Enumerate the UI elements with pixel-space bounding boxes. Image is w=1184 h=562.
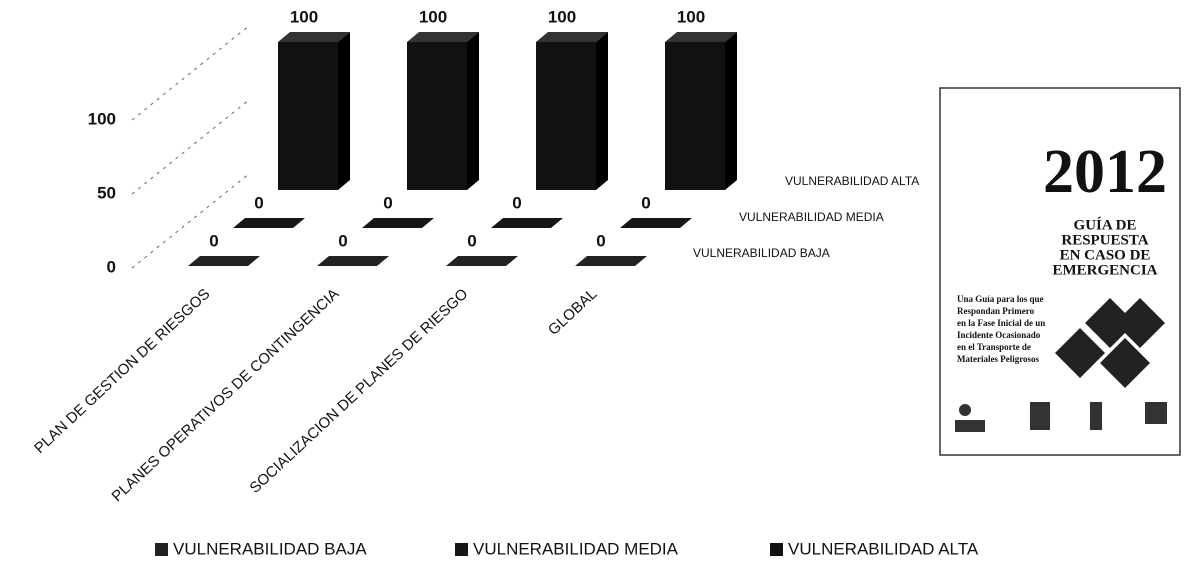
depth-label: VULNERABILIDAD MEDIA [739, 210, 884, 224]
bar-slab [575, 256, 647, 266]
bar [665, 32, 737, 190]
legend-label: VULNERABILIDAD MEDIA [473, 539, 679, 558]
value-label: 100 [419, 7, 447, 26]
chart: 2012 GUÍA DERESPUESTAEN CASO DEEMERGENCI… [0, 0, 1184, 562]
grid-line [132, 173, 250, 268]
bar-top [407, 32, 479, 42]
value-label: 0 [338, 231, 347, 250]
bar-front [278, 42, 338, 190]
y-tick-label: 50 [97, 183, 116, 202]
bar [536, 32, 608, 190]
cover-title-line: GUÍA DE [1074, 216, 1137, 233]
value-label: 0 [641, 193, 650, 212]
bar-side [467, 32, 479, 190]
bar-slab [620, 218, 692, 228]
x-tick-label: GLOBAL [545, 285, 600, 338]
cover-title-line: RESPUESTA [1061, 232, 1148, 248]
bar-slab [188, 256, 260, 266]
bar-slab [491, 218, 563, 228]
bar [278, 32, 350, 190]
bar-slab [362, 218, 434, 228]
depth-label: VULNERABILIDAD ALTA [785, 174, 919, 188]
bar-side [596, 32, 608, 190]
bar-top [536, 32, 608, 42]
bar [491, 218, 563, 228]
legend-label: VULNERABILIDAD ALTA [788, 539, 979, 558]
bar-front [665, 42, 725, 190]
bar-slab [446, 256, 518, 266]
cover-title-line: EN CASO DE [1060, 247, 1151, 263]
legend-swatch [455, 543, 468, 556]
x-tick-label: PLANES OPERATIVOS DE CONTINGENCIA [109, 285, 343, 505]
cover-subtitle-line: Respondan Primero [957, 306, 1035, 316]
legend-swatch [155, 543, 168, 556]
legend-swatch [770, 543, 783, 556]
bar-front [536, 42, 596, 190]
bar [233, 218, 305, 228]
bar-side [725, 32, 737, 190]
bar [362, 218, 434, 228]
bar [407, 32, 479, 190]
bar-top [278, 32, 350, 42]
bar [620, 218, 692, 228]
bar [575, 256, 647, 266]
value-label: 100 [677, 7, 705, 26]
value-label: 100 [548, 7, 576, 26]
grid-line [132, 25, 250, 120]
y-tick-label: 100 [88, 109, 116, 128]
legend-label: VULNERABILIDAD BAJA [173, 539, 367, 558]
value-label: 0 [254, 193, 263, 212]
grid-line [132, 99, 250, 194]
cover-subtitle-line: Incidente Ocasionado [957, 330, 1041, 340]
depth-label: VULNERABILIDAD BAJA [693, 246, 830, 260]
cover-subtitle-line: Una Guía para los que [957, 294, 1044, 304]
cover-subtitle-line: en la Fase Inicial de un [957, 318, 1045, 328]
cover-subtitle-line: en el Transporte de [957, 342, 1031, 352]
bar-side [338, 32, 350, 190]
y-tick-label: 0 [107, 257, 116, 276]
value-label: 0 [467, 231, 476, 250]
bar-top [665, 32, 737, 42]
cover-subtitle-line: Materiales Peligrosos [957, 354, 1040, 364]
x-tick-label: SOCIALIZACION DE PLANES DE RIESGO [246, 285, 471, 496]
value-label: 0 [209, 231, 218, 250]
cover-year: 2012 [1043, 138, 1167, 206]
value-label: 0 [512, 193, 521, 212]
bar-slab [233, 218, 305, 228]
bar [188, 256, 260, 266]
bar-front [407, 42, 467, 190]
value-label: 0 [383, 193, 392, 212]
cover-title-line: EMERGENCIA [1052, 262, 1157, 278]
bar [317, 256, 389, 266]
value-label: 100 [290, 7, 318, 26]
bar-slab [317, 256, 389, 266]
bar [446, 256, 518, 266]
value-label: 0 [596, 231, 605, 250]
